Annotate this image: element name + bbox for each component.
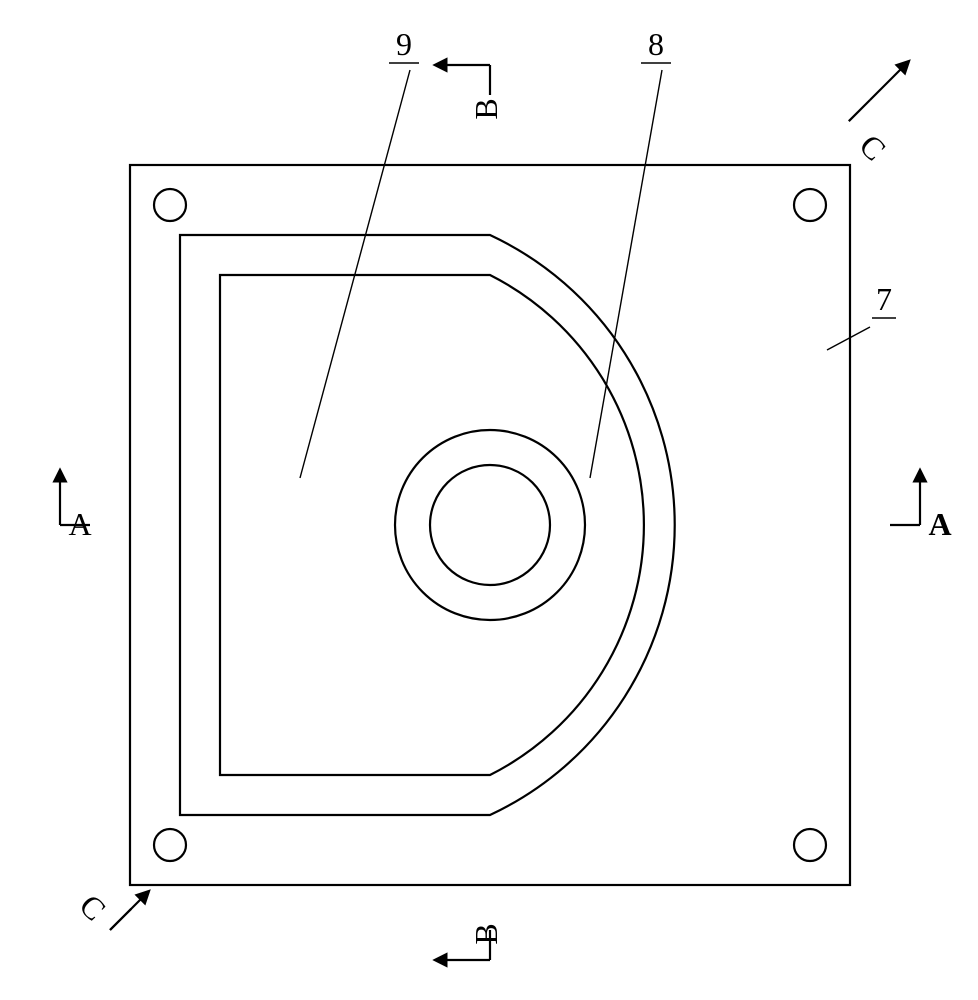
num8-leader [590,70,662,478]
corner-hole-0 [154,189,186,221]
center-ring-outer [395,430,585,620]
num7-label: 7 [876,281,892,317]
d-shape-inner [220,275,644,775]
section-B-top-label: B [468,98,504,119]
section-A-left-label: A [68,506,91,542]
num8-label: 8 [648,26,664,62]
section-A-right-label: A [928,506,951,542]
section-C-tr-label: C [853,127,894,168]
section-C-bl-label: C [73,887,114,928]
corner-hole-1 [794,189,826,221]
corner-hole-3 [794,829,826,861]
num7-leader [827,327,870,350]
section-B-bot-label: B [468,923,504,944]
corner-hole-2 [154,829,186,861]
center-ring-inner [430,465,550,585]
num9-label: 9 [396,26,412,62]
outer-plate [130,165,850,885]
d-shape-outer [180,235,675,815]
